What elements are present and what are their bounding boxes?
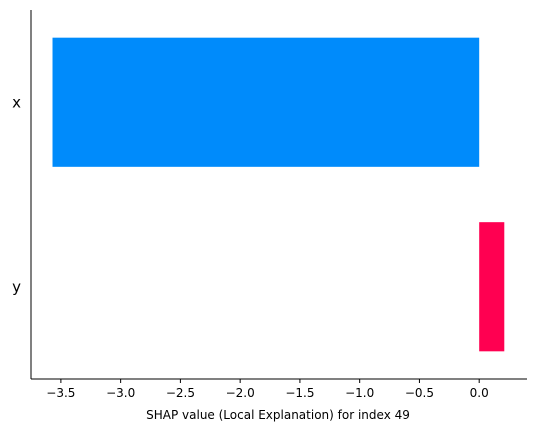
x-tick-label: −2.0 (226, 386, 255, 400)
category-label-x: x (12, 93, 21, 111)
x-tick-label: −0.5 (405, 386, 434, 400)
category-labels: xy (12, 93, 21, 296)
x-tick-label: 0.0 (470, 386, 489, 400)
category-label-y: y (12, 278, 21, 296)
x-tick-label: −1.0 (345, 386, 374, 400)
bar-y (479, 222, 505, 352)
x-tick-label: −2.5 (166, 386, 195, 400)
x-tick-label: −3.0 (106, 386, 135, 400)
x-tick-label: −1.5 (285, 386, 314, 400)
bars-group (52, 37, 505, 352)
x-axis-title: SHAP value (Local Explanation) for index… (146, 408, 410, 422)
bar-x (52, 37, 480, 167)
x-ticks: −3.5 −3.0 −2.5 −2.0 −1.5 −1.0 −0.5 0.0 (46, 379, 489, 400)
x-tick-label: −3.5 (46, 386, 75, 400)
